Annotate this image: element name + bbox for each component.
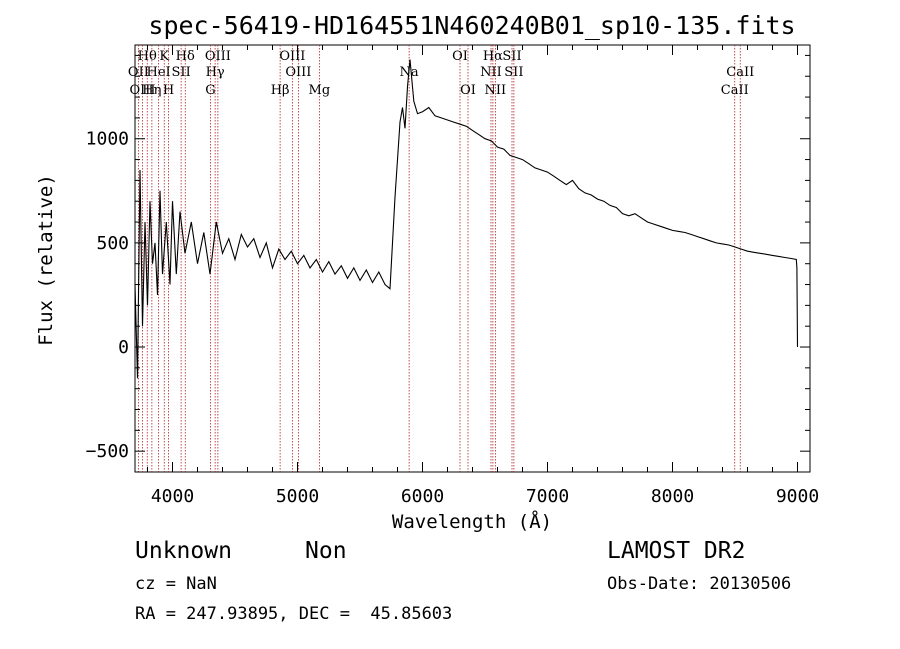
y-tick-label: −500: [86, 441, 129, 462]
spectral-line-label: HeI: [147, 65, 171, 80]
x-axis-ticks: 4000 5000 6000 7000 8000 9000: [147, 45, 819, 507]
observation-date: Obs-Date: 20130506: [607, 574, 792, 594]
spectral-line-label: CaII: [721, 83, 749, 98]
spectral-line-label: H: [163, 83, 174, 98]
spectral-line-label: Hθ: [138, 49, 157, 64]
survey-name: LAMOST DR2: [607, 538, 746, 564]
x-tick-label: 8000: [651, 486, 694, 507]
spectral-line-label: NII: [485, 83, 507, 98]
spectral-line-label: Hη: [142, 83, 161, 98]
spectral-line-label: SII: [172, 65, 191, 80]
spectral-line-label: OIII: [205, 49, 231, 64]
y-axis-label: Flux (relative): [35, 174, 57, 346]
spectral-line-label: CaII: [726, 65, 754, 80]
spectral-line-label: Hα: [483, 49, 503, 64]
spectral-line-label: OIII: [279, 49, 305, 64]
spectral-line-label: OI: [452, 49, 468, 64]
spectral-line-label: Mg: [309, 83, 331, 98]
x-tick-label: 7000: [526, 486, 569, 507]
spectral-line-label: Hβ: [271, 83, 290, 98]
redshift-value: cz = NaN: [135, 574, 217, 594]
spectrum-series-line: [134, 59, 799, 379]
x-axis-label: Wavelength (Å): [392, 510, 552, 533]
coordinates: RA = 247.93895, DEC = 45.85603: [135, 604, 453, 624]
spectral-line-label: OIII: [129, 83, 155, 98]
spectral-line-label: Hγ: [206, 65, 225, 80]
spectral-line-label: SII: [504, 65, 523, 80]
y-axis-ticks: −500 0 500 1000: [86, 54, 810, 473]
plot-frame: [134, 44, 811, 473]
x-tick-label: 5000: [276, 486, 319, 507]
x-tick-label: 4000: [151, 486, 194, 507]
spectral-line-label: G: [205, 83, 215, 98]
x-tick-label: 9000: [776, 486, 819, 507]
spectral-line-label: OIII: [285, 65, 311, 80]
object-subclass: Non: [305, 538, 347, 564]
chart-title: spec-56419-HD164551N460240B01_sp10-135.f…: [148, 11, 795, 40]
y-tick-label: 0: [118, 337, 129, 358]
spectral-line-label: Hδ: [176, 49, 195, 64]
y-tick-label: 500: [96, 233, 129, 254]
spectral-line-markers: [137, 45, 741, 472]
spectral-line-label: NII: [480, 65, 502, 80]
spectral-line-label: OII: [128, 65, 149, 80]
y-tick-label: 1000: [86, 129, 129, 150]
spectral-line-label: OI: [460, 83, 476, 98]
spectral-line-label: SII: [502, 49, 521, 64]
spectral-line-label: K: [159, 49, 169, 64]
object-class: Unknown: [135, 538, 232, 564]
x-tick-label: 6000: [401, 486, 444, 507]
